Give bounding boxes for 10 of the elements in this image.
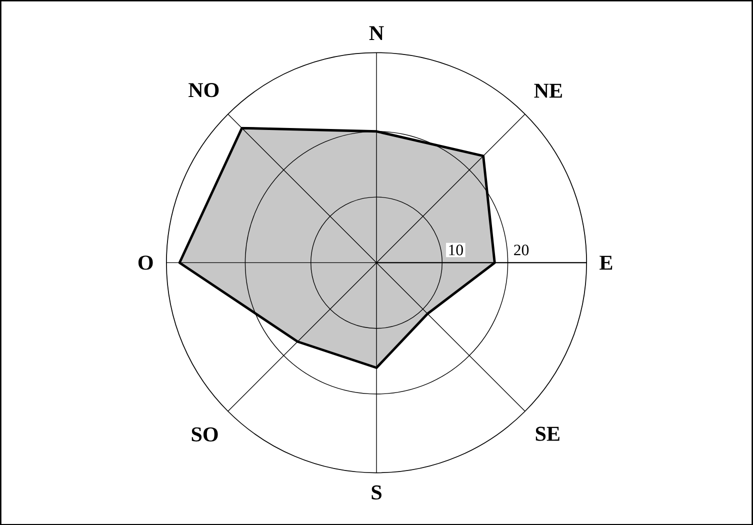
- y-tick-label: 20: [514, 244, 529, 256]
- y-tick-label: 10: [449, 244, 463, 256]
- spoke-label: NO: [188, 82, 219, 97]
- spoke-label: E: [600, 256, 612, 270]
- spoke-label: SO: [192, 427, 218, 442]
- spoke-label: NE: [534, 84, 562, 98]
- spoke-label: N: [369, 26, 384, 40]
- spoke-label: SE: [536, 426, 560, 441]
- spoke-label: S: [372, 485, 382, 500]
- spoke-label: O: [138, 255, 153, 270]
